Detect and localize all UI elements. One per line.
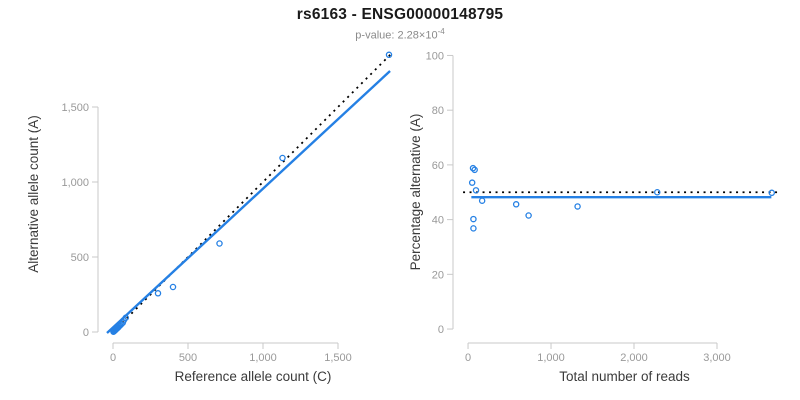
data-point[interactable]: [768, 189, 776, 197]
x-tick-label: 1,000: [249, 352, 277, 364]
y-tick-label: 80: [432, 105, 444, 117]
x-tick-label: 0: [110, 352, 116, 364]
data-point[interactable]: [469, 164, 477, 172]
y-tick-label: 40: [432, 215, 444, 227]
y-axis-title: Alternative allele count (A): [26, 115, 41, 273]
y-tick-label: 20: [432, 269, 444, 281]
data-point[interactable]: [216, 240, 223, 247]
x-tick-label: 500: [179, 352, 197, 364]
data-point[interactable]: [468, 179, 476, 186]
y-tick-label: 60: [432, 160, 444, 172]
data-point[interactable]: [472, 187, 480, 194]
y-tick-label: 500: [71, 252, 89, 264]
data-point[interactable]: [470, 225, 477, 232]
x-axis-title: Total number of reads: [559, 369, 690, 384]
x-tick-label: 2,000: [620, 352, 648, 364]
y-tick-label: 100: [426, 50, 444, 62]
data-point[interactable]: [169, 283, 177, 291]
x-axis-title: Reference allele count (C): [175, 369, 332, 384]
data-point[interactable]: [279, 154, 286, 162]
y-tick-label: 1,500: [61, 102, 89, 114]
x-tick-label: 0: [465, 352, 471, 364]
allele-count-scatter: 0 500 1,000 1,500 0 500 1,000 1,500 Reference al…: [26, 51, 393, 384]
data-point[interactable]: [470, 215, 477, 223]
data-point[interactable]: [574, 203, 581, 210]
y-tick-label: 0: [438, 324, 444, 336]
x-tick-label: 1,500: [324, 352, 352, 364]
data-point[interactable]: [653, 189, 661, 196]
y-tick-label: 1,000: [61, 177, 89, 189]
data-point[interactable]: [471, 166, 478, 174]
percentage-reads-scatter: 0 20 40 60 80 100 0 1,000 2,000 3,000 Total number…: [408, 50, 778, 384]
x-tick-label: 3,000: [703, 352, 731, 364]
data-point[interactable]: [122, 314, 130, 321]
data-point[interactable]: [478, 197, 486, 204]
fit-line: [106, 70, 391, 334]
y-tick-label: 0: [83, 327, 89, 339]
data-point[interactable]: [512, 201, 520, 208]
data-point[interactable]: [385, 51, 393, 59]
y-axis-title: Percentage alternative (A): [408, 114, 423, 271]
x-tick-label: 1,000: [537, 352, 565, 364]
data-point[interactable]: [525, 212, 532, 219]
data-point[interactable]: [154, 290, 162, 297]
